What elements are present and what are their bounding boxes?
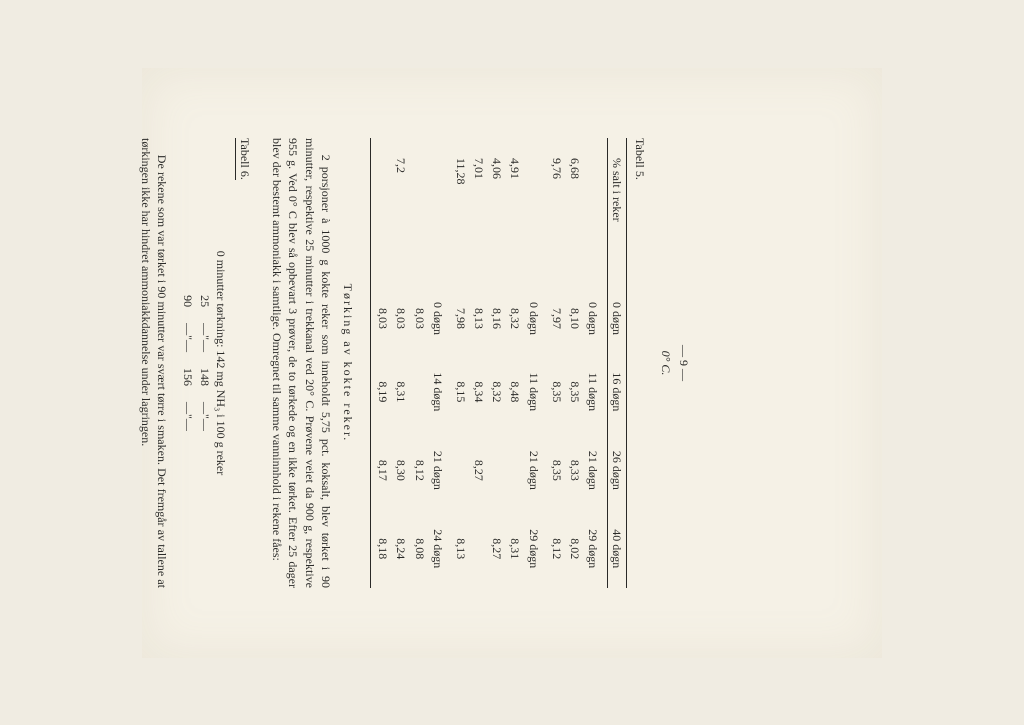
table5-col4: 40 døgn [608, 509, 627, 587]
table5: % salt i reker 0 døgn 16 døgn 26 døgn 40… [370, 138, 627, 588]
temperature-heading: 0° C. [658, 138, 674, 588]
table5-col0: % salt i reker [608, 138, 627, 284]
table-row: 4,91 8,32 8,48 8,31 [506, 138, 524, 588]
table5-label: Tabell 5. [631, 138, 647, 588]
table-row: 8,03 8,19 8,17 8,18 [371, 138, 393, 588]
table-row: 8,03 8,12 8,08 [410, 138, 428, 588]
table-row: 0 døgn 14 døgn 21 døgn 24 døgn [429, 138, 452, 588]
paragraph-1: 2 porsjoner à 1000 g kokte reker som inn… [269, 138, 334, 588]
table6-label: Tabell 6. [235, 138, 253, 180]
page-container: — 9 — 0° C. Tabell 5. % salt i reker 0 d… [0, 0, 1024, 725]
table-row: 0 døgn 11 døgn 21 døgn 29 døgn [584, 138, 608, 588]
table-row: 7,2 8,03 8,31 8,30 8,24 [392, 138, 410, 588]
section-heading: Tørking av kokte reker. [340, 138, 356, 588]
table5-col2: 16 døgn [608, 352, 627, 430]
table-row: 11,28 7,98 8,15 8,13 [452, 138, 470, 588]
table-row: 7,01 8,13 8,34 8,27 [470, 138, 488, 588]
table-row: 6,68 8,10 8,35 8,33 8,02 [566, 138, 584, 588]
rotated-content: — 9 — 0° C. Tabell 5. % salt i reker 0 d… [0, 68, 732, 658]
table-row: 0 døgn 11 døgn 21 døgn 29 døgn [525, 138, 548, 588]
table6: 25 —"— 148 —"— 90 —"— 156 —"— [180, 287, 212, 439]
table5-header-row: % salt i reker 0 døgn 16 døgn 26 døgn 40… [608, 138, 627, 588]
paragraph-2: De rekene som var tørket i 90 minutter v… [138, 138, 170, 588]
page-number: — 9 — [676, 138, 692, 588]
table6-heading: 0 minutter tørkning: 142 mg NH₃ i 100 g … [213, 138, 229, 588]
table-row: 25 —"— 148 —"— [197, 287, 213, 439]
table-row: 90 —"— 156 —"— [180, 287, 196, 439]
paper-sheet: — 9 — 0° C. Tabell 5. % salt i reker 0 d… [142, 68, 882, 658]
table-row: 9,76 7,97 8,35 8,35 8,12 [548, 138, 566, 588]
table-row: 4,06 8,16 8,32 8,27 [488, 138, 506, 588]
table5-col3: 26 døgn [608, 431, 627, 509]
table5-col1: 0 døgn [608, 284, 627, 352]
